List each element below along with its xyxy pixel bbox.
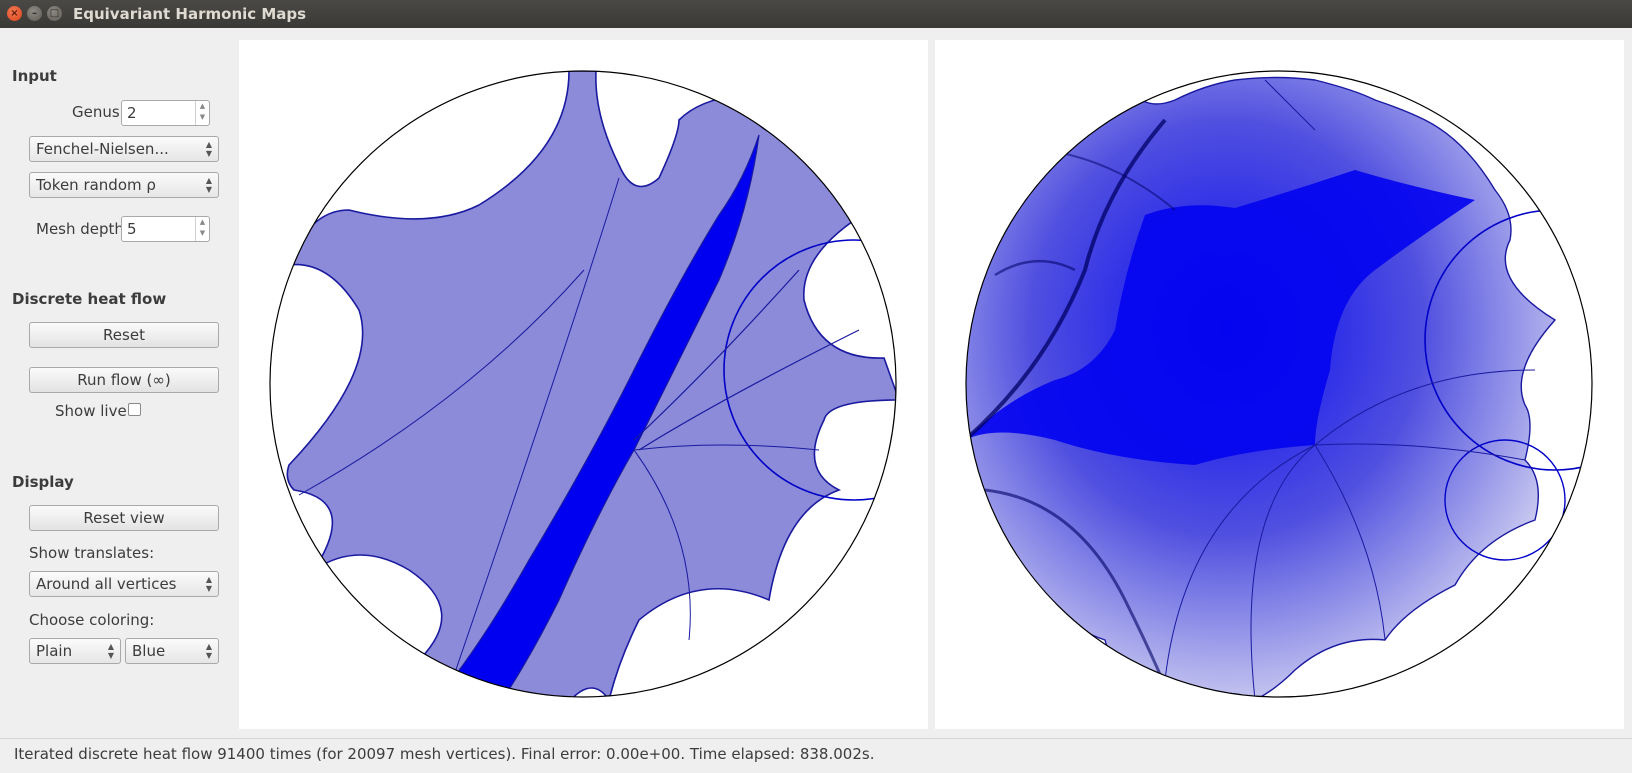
genus-label: Genus: (72, 103, 125, 121)
coloring-mode-value: Plain (36, 642, 73, 660)
genus-value: 2 (127, 104, 137, 122)
show-live-label: Show live (55, 402, 127, 420)
status-message: Iterated discrete heat flow 91400 times … (14, 745, 875, 763)
image-disk-plot (965, 70, 1593, 698)
image-geodesic (1314, 444, 1386, 641)
domain-geodesic (633, 449, 691, 641)
domain-canvas[interactable] (239, 40, 928, 729)
maximize-icon: □ (49, 8, 60, 19)
domain-edge-circle (723, 239, 896, 501)
chevron-updown-icon: ▲ ▼ (205, 575, 212, 593)
mesh-depth-spinbox[interactable]: 5 ▲ ▼ (121, 216, 210, 242)
window-title: Equivariant Harmonic Maps (73, 5, 307, 23)
image-disk-boundary (965, 70, 1593, 698)
domain-geodesic (638, 329, 860, 451)
coloring-color-select[interactable]: Blue ▲ ▼ (125, 638, 219, 664)
display-heading: Display (12, 473, 74, 491)
image-canvas[interactable] (935, 40, 1624, 729)
spin-arrows-icon[interactable]: ▲ ▼ (195, 217, 209, 241)
domain-geodesic (448, 177, 620, 691)
close-window-button[interactable]: × (7, 6, 22, 21)
image-ridge (994, 259, 1076, 277)
domain-geodesic (298, 269, 585, 496)
title-bar: × – □ Equivariant Harmonic Maps (0, 0, 1632, 28)
image-geodesic (1264, 79, 1316, 131)
choose-coloring-label: Choose coloring: (29, 611, 155, 629)
run-flow-button[interactable]: Run flow (∞) (29, 367, 219, 393)
spin-arrows-icon[interactable]: ▲ ▼ (195, 101, 209, 125)
heat-flow-heading: Discrete heat flow (12, 290, 167, 308)
image-geodesic (1314, 443, 1526, 461)
close-icon: × (10, 8, 19, 19)
image-geodesic (1314, 369, 1536, 446)
coordinates-select[interactable]: Fenchel-Nielsen... ▲ ▼ (29, 136, 219, 162)
rho-select-value: Token random ρ (36, 176, 156, 194)
reset-button[interactable]: Reset (29, 322, 219, 348)
show-translates-label: Show translates: (29, 544, 155, 562)
status-bar: Iterated discrete heat flow 91400 times … (0, 738, 1632, 773)
reset-view-button[interactable]: Reset view (29, 505, 219, 531)
show-live-checkbox[interactable] (128, 403, 141, 416)
mesh-depth-value: 5 (127, 220, 137, 238)
control-panel: Input Genus: 2 ▲ ▼ Fenchel-Nielsen... ▲ ▼ … (0, 28, 232, 738)
genus-spinbox[interactable]: 2 ▲ ▼ (121, 100, 210, 126)
chevron-updown-icon: ▲ ▼ (205, 642, 212, 660)
coloring-color-value: Blue (132, 642, 166, 660)
domain-light-region (286, 71, 896, 697)
domain-geodesic (633, 269, 800, 441)
image-geodesic (1250, 444, 1316, 697)
coloring-mode-select[interactable]: Plain ▲ ▼ (29, 638, 121, 664)
domain-dark-strip (443, 134, 760, 697)
domain-disk-plot (269, 70, 897, 698)
chevron-updown-icon: ▲ ▼ (205, 140, 212, 158)
domain-geodesic (633, 444, 820, 451)
image-edge-circle (1444, 439, 1566, 561)
minimize-window-button[interactable]: – (27, 6, 42, 21)
rho-select[interactable]: Token random ρ ▲ ▼ (29, 172, 219, 198)
image-ridge (966, 118, 1167, 442)
coordinates-select-value: Fenchel-Nielsen... (36, 140, 169, 158)
maximize-window-button[interactable]: □ (47, 6, 62, 21)
translates-select-value: Around all vertices (36, 575, 177, 593)
domain-disk-boundary (269, 70, 897, 698)
mesh-depth-label: Mesh depth: (36, 220, 129, 238)
image-dark-region (966, 170, 1475, 465)
chevron-updown-icon: ▲ ▼ (107, 642, 114, 660)
translates-select[interactable]: Around all vertices ▲ ▼ (29, 571, 219, 597)
input-heading: Input (12, 67, 57, 85)
image-geodesic (1164, 444, 1316, 681)
chevron-updown-icon: ▲ ▼ (205, 176, 212, 194)
minimize-icon: – (32, 8, 37, 19)
